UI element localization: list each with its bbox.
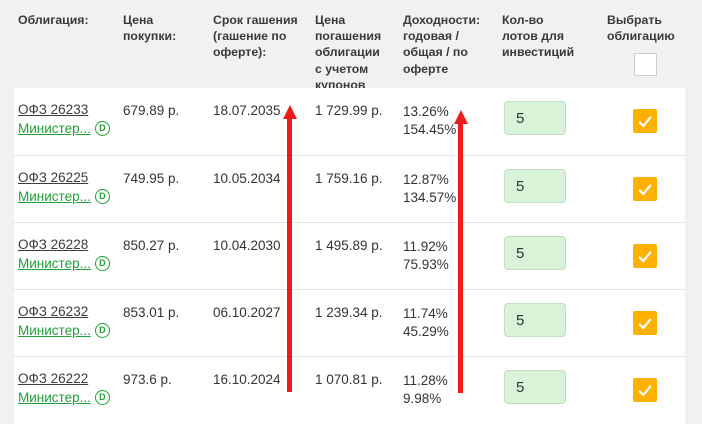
- bond-code-link[interactable]: ОФЗ 26233: [18, 102, 89, 117]
- lots-cell: [502, 357, 607, 423]
- yield-values: 12.87% 134.57%: [403, 156, 502, 222]
- maturity-date-value: 06.10.2027: [213, 305, 281, 320]
- select-all-checkbox[interactable]: [634, 53, 657, 77]
- table-header: Облигация: Цена покупки: Срок гашения (г…: [14, 0, 685, 93]
- arrow-shaft: [458, 124, 463, 393]
- lots-cell: [502, 223, 607, 289]
- buy-price-value: 679.89 р.: [123, 103, 180, 118]
- issuer-d-badge-icon: D: [94, 256, 110, 271]
- header-buy-price: Цена покупки:: [123, 13, 177, 44]
- select-bond-checkbox[interactable]: [633, 378, 657, 402]
- redemption-price-value: 1 239.34 р.: [315, 305, 383, 320]
- select-bond-checkbox[interactable]: [633, 311, 657, 335]
- check-cell: [607, 290, 686, 356]
- lots-input[interactable]: [504, 169, 566, 203]
- arrow-head-icon: [453, 110, 468, 124]
- maturity-date-value: 10.04.2030: [213, 238, 281, 253]
- bond-issuer-link[interactable]: Министер...: [18, 256, 91, 271]
- yield-annual: 11.28%: [403, 373, 448, 388]
- bond-issuer-link[interactable]: Министер...: [18, 121, 91, 136]
- checkmark-icon: [638, 116, 652, 128]
- arrow-head-icon: [282, 105, 297, 119]
- yield-total: 75.93%: [403, 257, 449, 272]
- check-cell: [607, 88, 686, 155]
- bond-cell: ОФЗ 26225 Министер... D: [14, 156, 123, 222]
- redemption-price-value: 1 495.89 р.: [315, 238, 383, 253]
- lots-input[interactable]: [504, 101, 566, 135]
- check-cell: [607, 223, 686, 289]
- table-row: ОФЗ 26228 Министер... D 850.27 р. 10.04.…: [14, 222, 685, 289]
- table-row: ОФЗ 26232 Министер... D 853.01 р. 06.10.…: [14, 289, 685, 356]
- select-bond-checkbox[interactable]: [633, 109, 657, 133]
- bond-cell: ОФЗ 26228 Министер... D: [14, 223, 123, 289]
- header-lots: Кол-во лотов для инвестиций: [502, 13, 575, 60]
- lots-input[interactable]: [504, 370, 566, 404]
- yield-total: 45.29%: [403, 324, 449, 339]
- table-row: ОФЗ 26233 Министер... D 679.89 р. 18.07.…: [14, 88, 685, 155]
- lots-cell: [502, 88, 607, 155]
- bond-issuer-link[interactable]: Министер...: [18, 390, 91, 405]
- yield-annual: 11.74%: [403, 306, 448, 321]
- annotation-arrow-up-maturity: [282, 105, 297, 392]
- header-redemption-price: Цена погашения облигации с учетом купоно…: [315, 13, 382, 92]
- buy-price-value: 749.95 р.: [123, 171, 180, 186]
- issuer-d-badge-icon: D: [94, 323, 110, 338]
- issuer-d-badge-icon: D: [94, 189, 110, 204]
- redemption-price-value: 1 070.81 р.: [315, 372, 383, 387]
- bond-code-link[interactable]: ОФЗ 26232: [18, 304, 89, 319]
- maturity-date-value: 10.05.2034: [213, 171, 281, 186]
- yield-annual: 11.92%: [403, 239, 448, 254]
- buy-price-value: 850.27 р.: [123, 238, 180, 253]
- checkmark-icon: [638, 251, 652, 263]
- bond-cell: ОФЗ 26233 Министер... D: [14, 88, 123, 155]
- header-select-bond: Выбрать облигацию: [607, 12, 686, 93]
- issuer-d-badge-icon: D: [94, 390, 110, 405]
- yield-values: 11.74% 45.29%: [403, 290, 502, 356]
- check-cell: [607, 156, 686, 222]
- lots-input[interactable]: [504, 303, 566, 337]
- redemption-price-value: 1 729.99 р.: [315, 103, 383, 118]
- select-bond-checkbox[interactable]: [633, 244, 657, 268]
- table-row: ОФЗ 26222 Министер... D 973.6 р. 16.10.2…: [14, 356, 685, 423]
- bond-cell: ОФЗ 26232 Министер... D: [14, 290, 123, 356]
- yield-values: 13.26% 154.45%: [403, 88, 502, 155]
- buy-price-value: 973.6 р.: [123, 372, 172, 387]
- yield-total: 154.45%: [403, 122, 457, 137]
- issuer-d-badge-icon: D: [94, 121, 110, 136]
- checkmark-icon: [638, 318, 652, 330]
- bond-code-link[interactable]: ОФЗ 26222: [18, 371, 89, 386]
- yield-total: 9.98%: [403, 391, 442, 406]
- maturity-date-value: 18.07.2035: [213, 103, 281, 118]
- redemption-price-value: 1 759.16 р.: [315, 171, 383, 186]
- bond-code-link[interactable]: ОФЗ 26225: [18, 170, 89, 185]
- yield-values: 11.92% 75.93%: [403, 223, 502, 289]
- buy-price-value: 853.01 р.: [123, 305, 180, 320]
- bond-table: ОФЗ 26233 Министер... D 679.89 р. 18.07.…: [14, 88, 685, 424]
- bond-cell: ОФЗ 26222 Министер... D: [14, 357, 123, 423]
- maturity-date-value: 16.10.2024: [213, 372, 281, 387]
- check-cell: [607, 357, 686, 423]
- bond-code-link[interactable]: ОФЗ 26228: [18, 237, 89, 252]
- checkmark-icon: [638, 385, 652, 397]
- lots-input[interactable]: [504, 236, 566, 270]
- bond-issuer-link[interactable]: Министер...: [18, 323, 91, 338]
- lots-cell: [502, 156, 607, 222]
- annotation-arrow-up-yield: [453, 110, 468, 393]
- arrow-shaft: [287, 119, 292, 392]
- checkmark-icon: [638, 184, 652, 196]
- header-maturity: Срок гашения (гашение по оферте):: [213, 13, 298, 60]
- header-bond: Облигация:: [18, 13, 89, 27]
- table-row: ОФЗ 26225 Министер... D 749.95 р. 10.05.…: [14, 155, 685, 222]
- lots-cell: [502, 290, 607, 356]
- yield-annual: 12.87%: [403, 172, 449, 187]
- yield-annual: 13.26%: [403, 104, 449, 119]
- header-select-bond-label: Выбрать облигацию: [607, 13, 675, 44]
- header-yield: Доходности: годовая / общая / по оферте: [403, 13, 481, 76]
- yield-total: 134.57%: [403, 190, 457, 205]
- select-bond-checkbox[interactable]: [633, 177, 657, 201]
- yield-values: 11.28% 9.98%: [403, 357, 502, 423]
- bond-issuer-link[interactable]: Министер...: [18, 189, 91, 204]
